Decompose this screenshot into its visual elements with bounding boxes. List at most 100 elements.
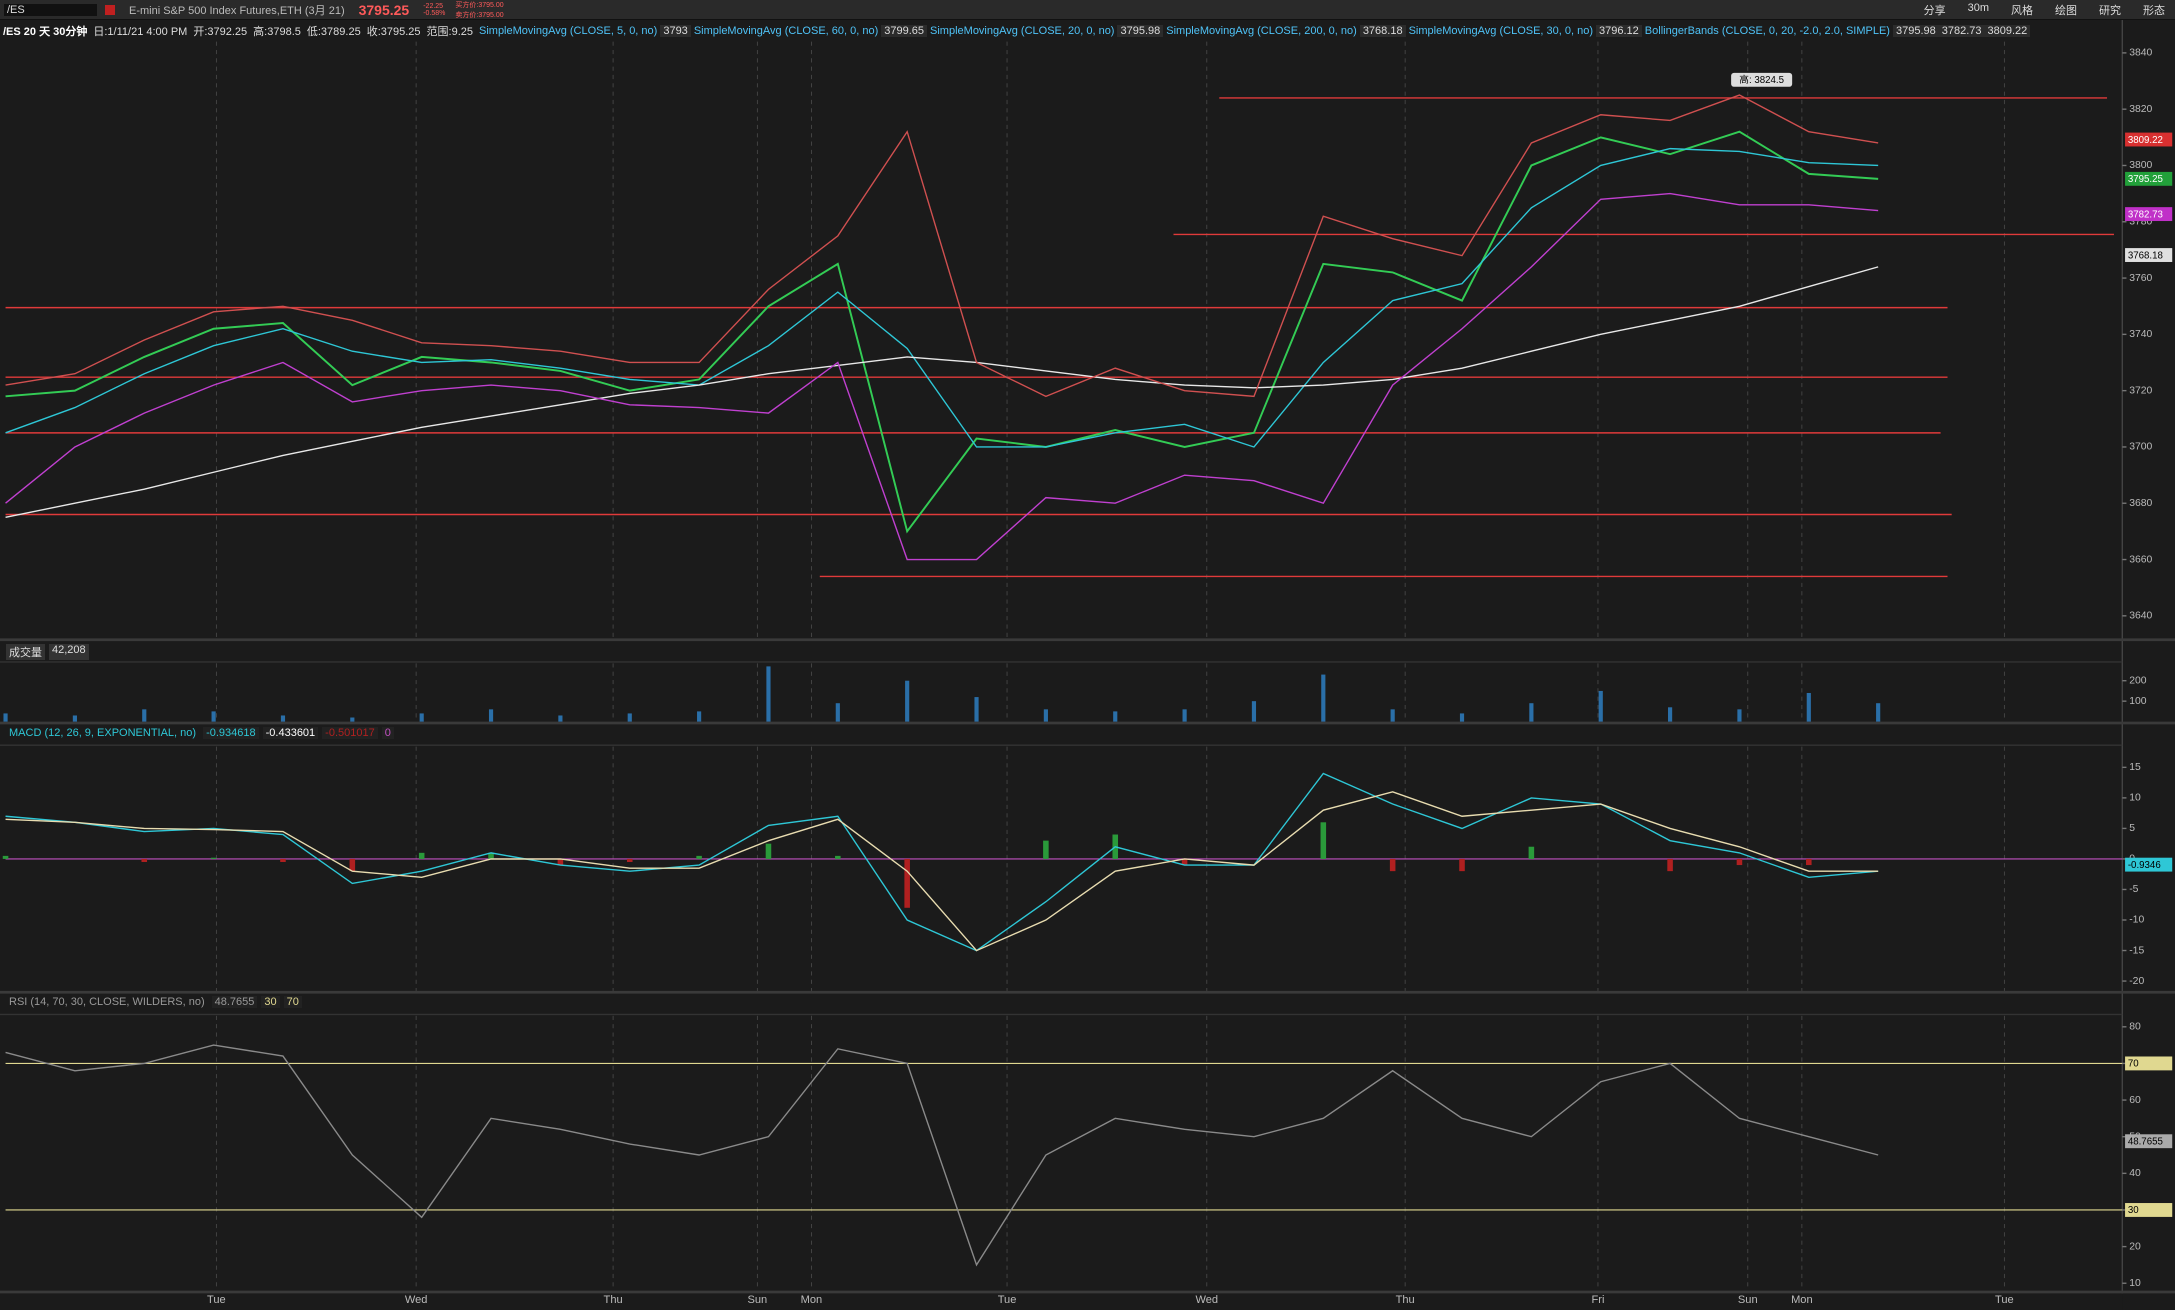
- volume-bar: [1043, 709, 1048, 722]
- toolbar-buttons: 分享 30m 风格 绘图 研究 形态: [1924, 2, 2175, 18]
- price-badge-text: 3809.22: [2128, 135, 2163, 146]
- x-tick-label: Tue: [998, 1294, 1017, 1306]
- y-tick-label: -10: [2129, 915, 2144, 926]
- toolbar-button[interactable]: 分享: [1923, 4, 1946, 17]
- study-name: SimpleMovingAvg (CLOSE, 30, 0, no): [1408, 24, 1594, 37]
- study-value: 3795.98: [1117, 24, 1164, 37]
- toolbar: /ES E-mini S&P 500 Index Futures,ETH (3月…: [0, 0, 2175, 20]
- macd-histogram: [1459, 858, 1465, 872]
- volume-bar: [766, 666, 771, 722]
- change: -22.25 -0.58%: [423, 3, 445, 17]
- annotation: 高: 3824.5: [1739, 73, 1784, 86]
- level-badge-text: 30: [2128, 1205, 2139, 1216]
- chart-title: /ES 20 天 30分钟: [3, 25, 88, 38]
- rsi-value: 30: [261, 996, 280, 1008]
- rsi-name: RSI (14, 70, 30, CLOSE, WILDERS, no): [9, 996, 205, 1008]
- price-badge: 3768.18: [2125, 248, 2173, 262]
- toolbar-button[interactable]: 研究: [2099, 4, 2121, 17]
- y-tick-label: 5: [2129, 823, 2135, 834]
- volume-bar: [627, 713, 632, 722]
- level-badge-bg: [2125, 1203, 2173, 1217]
- last-badge-text: -0.9346: [2128, 860, 2161, 871]
- x-tick-label: Sun: [748, 1294, 768, 1306]
- macd-histogram: [835, 855, 841, 859]
- x-tick-label: Thu: [1396, 1294, 1415, 1306]
- y-tick-label: 3840: [2129, 48, 2152, 59]
- x-tick-label: Mon: [1791, 1294, 1813, 1306]
- level-badge-text: 70: [2128, 1059, 2139, 1070]
- last-badge: 48.7655: [2125, 1134, 2173, 1149]
- bid: 买方价:3795.00: [455, 1, 504, 9]
- toolbar-button[interactable]: 风格: [2011, 4, 2033, 17]
- macd-value: -0.501017: [322, 727, 378, 739]
- ohlc: 开:3792.25: [193, 25, 248, 38]
- study-name: SimpleMovingAvg (CLOSE, 5, 0, no): [479, 24, 658, 37]
- last-price: 3795.25: [358, 1, 410, 18]
- macd-histogram: [1667, 858, 1673, 872]
- volume-bar: [280, 715, 286, 722]
- ohlc: 收:3795.25: [366, 25, 421, 38]
- price-badge-bg: [2125, 207, 2173, 222]
- volume-bar: [350, 717, 355, 722]
- quotes: 买方价:3795.00 卖方价:3795.00: [455, 0, 504, 19]
- macd-label: MACD (12, 26, 9, EXPONENTIAL, no) -0.9346…: [6, 727, 394, 739]
- macd-histogram: [557, 858, 564, 866]
- toolbar-button[interactable]: 30m: [1967, 1, 1989, 14]
- y-tick-label: 3700: [2129, 442, 2152, 453]
- volume-bar: [835, 703, 840, 722]
- series-line: [5, 94, 1879, 398]
- price-badge-bg: [2125, 132, 2173, 147]
- y-tick-label: 3780: [2129, 217, 2152, 228]
- macd-histogram: [418, 852, 425, 859]
- last-badge-text: 48.7655: [2128, 1136, 2163, 1147]
- macd-histogram: [696, 855, 702, 859]
- series-line: [5, 192, 1879, 561]
- price-badge-text: 3782.73: [2128, 209, 2163, 220]
- rsi-label: RSI (14, 70, 30, CLOSE, WILDERS, no) 48.7…: [6, 996, 302, 1008]
- volume-bar: [1806, 692, 1811, 722]
- x-tick-label: Wed: [405, 1294, 428, 1306]
- toolbar-button[interactable]: 形态: [2143, 4, 2165, 17]
- macd-histogram: [904, 858, 910, 908]
- change-value: -22.25: [423, 2, 444, 10]
- macd-histogram: [1528, 846, 1535, 859]
- x-tick-label: Sun: [1738, 1294, 1758, 1306]
- info-bar: /ES 20 天 30分钟 日:1/11/21 4:00 PM 开:3792.25…: [0, 20, 2120, 41]
- price-badge-text: 3795.25: [2128, 174, 2163, 185]
- y-tick-label: 3660: [2129, 554, 2152, 565]
- macd-histogram: [1181, 858, 1188, 866]
- series-line: [5, 130, 1879, 534]
- price-badge-bg: [2125, 248, 2173, 262]
- volume-label: 成交量 42,208: [6, 644, 89, 660]
- y-tick-label: -5: [2129, 884, 2138, 895]
- study-value: 3796.12: [1596, 24, 1642, 37]
- right-axis: [2122, 0, 2175, 1310]
- series-line: [5, 147, 1879, 448]
- macd-histogram: [1736, 858, 1743, 866]
- x-tick-label: Tue: [1995, 1294, 2014, 1306]
- y-tick-label: 20: [2129, 1241, 2141, 1252]
- series-line: [5, 772, 1879, 952]
- study-name: SimpleMovingAvg (CLOSE, 60, 0, no): [693, 24, 879, 37]
- volume-bar: [1529, 703, 1534, 722]
- y-tick-label: 3800: [2129, 160, 2152, 171]
- volume-bar: [1737, 709, 1742, 722]
- y-tick-label: 3680: [2129, 498, 2152, 509]
- x-tick-label: Fri: [1591, 1294, 1604, 1306]
- macd-value: -0.433601: [262, 727, 319, 739]
- ohlc: 范围:9.25: [426, 25, 473, 38]
- y-tick-label: 3720: [2129, 385, 2152, 396]
- volume-name: 成交量: [6, 644, 45, 660]
- y-tick-label: 40: [2129, 1168, 2141, 1179]
- study-value: 3782.73: [1938, 24, 1985, 37]
- last-badge: -0.9346: [2125, 857, 2173, 872]
- toolbar-button[interactable]: 绘图: [2055, 4, 2077, 17]
- level-badge: 30: [2125, 1203, 2173, 1217]
- price-badge-bg: [2125, 171, 2173, 186]
- series-line: [5, 791, 1879, 952]
- volume-bar: [558, 715, 563, 722]
- volume-bar: [1390, 709, 1395, 722]
- symbol[interactable]: /ES: [4, 3, 97, 16]
